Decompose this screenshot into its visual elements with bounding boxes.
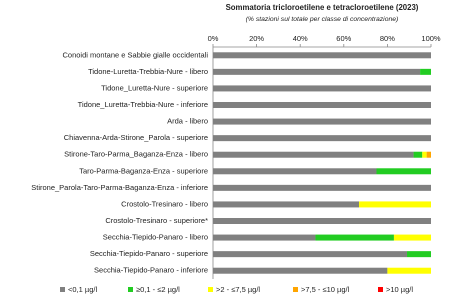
- bar-segment: [407, 251, 431, 258]
- legend-swatch: [60, 287, 65, 292]
- y-tick-label: Secchia-Tiepido-Panaro - libero: [103, 233, 208, 242]
- bar-segment: [315, 234, 394, 241]
- y-tick-label: Conoidi montane e Sabbie gialle occident…: [62, 50, 208, 59]
- bar-segment: [213, 135, 431, 142]
- bar-segment: [213, 267, 388, 274]
- x-tick-label: 40%: [293, 34, 308, 43]
- bar-segment: [213, 68, 421, 75]
- legend-label: ≥0,1 - ≤2 µg/l: [136, 285, 180, 294]
- bar-segment: [213, 201, 360, 208]
- legend-label: >2 - ≤7,5 µg/l: [216, 285, 260, 294]
- bar-segment: [393, 234, 431, 241]
- legend-label: >10 µg/l: [386, 285, 413, 294]
- x-tick-label: 0%: [208, 34, 219, 43]
- y-tick-label: Tidone_Luretta-Trebbia-Nure - inferiore: [78, 100, 208, 109]
- y-tick-label: Chiavenna-Arda-Stirone_Parola - superior…: [64, 133, 208, 142]
- bar-segment: [213, 218, 431, 224]
- y-tick-label: Tidone_Luretta-Nure - superiore: [101, 83, 208, 92]
- chart-subtitle: (% stazioni sul totale per classe di con…: [246, 16, 399, 23]
- legend-swatch: [293, 287, 298, 292]
- bar-segment: [387, 267, 431, 274]
- chart-title: Sommatoria tricloroetilene e tetracloroe…: [226, 3, 419, 12]
- bar-segment: [213, 85, 431, 92]
- bar-segment: [213, 102, 431, 108]
- y-tick-label: Arda - libero: [167, 117, 208, 126]
- y-tick-label: Secchia-Tiepido-Panaro - inferiore: [94, 266, 208, 275]
- x-tick-label: 80%: [380, 34, 395, 43]
- bar-segment: [422, 151, 427, 158]
- bar-segment: [213, 234, 316, 241]
- bar-segment: [359, 201, 431, 208]
- legend-swatch: [378, 287, 383, 292]
- x-tick-label: 20%: [249, 34, 264, 43]
- legend-label: <0,1 µg/l: [68, 285, 97, 294]
- y-tick-label: Taro-Parma-Baganza-Enza - superiore: [79, 166, 208, 175]
- legend-label: >7,5 - ≤10 µg/l: [301, 285, 350, 294]
- bar-segment: [213, 251, 408, 258]
- legend-swatch: [128, 287, 133, 292]
- bar-segment: [426, 151, 431, 158]
- y-tick-label: Secchia-Tiepido-Panaro - superiore: [90, 249, 208, 258]
- x-tick-label: 60%: [336, 34, 351, 43]
- y-tick-label: Crostolo-Tresinaro - libero: [121, 199, 208, 208]
- bar-segment: [376, 168, 431, 175]
- y-tick-label: Stirone_Parola-Taro-Parma-Baganza-Enza -…: [31, 183, 208, 192]
- y-tick-label: Crostolo-Tresinaro - superiore*: [105, 216, 208, 225]
- bar-segment: [213, 168, 377, 175]
- legend-swatch: [208, 287, 213, 292]
- bar-segment: [413, 151, 423, 158]
- x-tick-label: 100%: [421, 34, 441, 43]
- bar-segment: [213, 151, 414, 158]
- bar-segment: [213, 118, 431, 125]
- bar-segment: [213, 184, 431, 191]
- y-tick-label: Stirone-Taro-Parma_Baganza-Enza - libero: [64, 150, 208, 159]
- bar-segment: [213, 52, 431, 59]
- y-tick-label: Tidone-Luretta-Trebbia-Nure - libero: [88, 67, 208, 76]
- bar-segment: [420, 68, 431, 75]
